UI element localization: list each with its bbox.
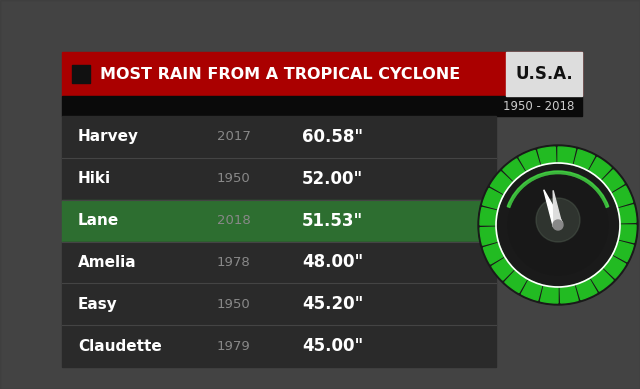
Bar [62,200,496,242]
Wedge shape [591,269,613,291]
Wedge shape [505,270,527,293]
Wedge shape [574,150,595,170]
Text: 1950: 1950 [217,298,251,311]
Text: 2018: 2018 [217,214,251,227]
Wedge shape [503,159,525,181]
Text: 48.00": 48.00" [302,253,364,272]
Bar [62,283,496,325]
Wedge shape [558,147,575,165]
Text: 45.00": 45.00" [302,337,364,355]
Text: 2017: 2017 [217,130,251,144]
Wedge shape [483,243,504,264]
Bar [62,52,582,96]
Circle shape [508,175,608,275]
Bar [62,116,496,158]
Wedge shape [480,227,498,245]
Text: 60.58": 60.58" [302,128,363,146]
Bar [72,65,90,83]
Text: Easy: Easy [78,297,118,312]
Text: 1978: 1978 [217,256,251,269]
Text: Harvey: Harvey [78,130,139,144]
Wedge shape [602,170,624,192]
Bar [62,325,496,367]
Wedge shape [589,158,611,180]
Text: MOST RAIN FROM A TROPICAL CYCLONE: MOST RAIN FROM A TROPICAL CYCLONE [100,67,460,82]
Wedge shape [612,186,632,207]
Circle shape [536,198,580,242]
Wedge shape [538,147,556,165]
Text: 1950 - 2018: 1950 - 2018 [502,100,574,112]
Circle shape [553,220,563,230]
Wedge shape [519,151,540,171]
Polygon shape [553,190,562,226]
Wedge shape [522,280,542,300]
Text: 52.00": 52.00" [302,170,364,188]
Text: 1950: 1950 [217,172,251,185]
Bar [62,242,496,283]
Wedge shape [618,205,636,223]
Bar [62,158,496,200]
Text: Hiki: Hiki [78,171,111,186]
Polygon shape [544,190,563,227]
Text: Lane: Lane [78,213,119,228]
Bar [506,52,582,96]
Wedge shape [576,279,597,300]
Text: 45.20": 45.20" [302,295,364,313]
Bar [62,96,582,116]
Wedge shape [618,225,636,243]
Text: U.S.A.: U.S.A. [515,65,573,83]
Text: 1979: 1979 [217,340,251,352]
Wedge shape [483,188,503,209]
Circle shape [478,145,638,305]
Text: 51.53": 51.53" [302,212,364,230]
Wedge shape [560,285,578,303]
Wedge shape [490,172,513,194]
Wedge shape [480,207,497,225]
Text: Claudette: Claudette [78,338,162,354]
Wedge shape [604,256,625,278]
Wedge shape [492,258,514,280]
Wedge shape [540,286,558,303]
Wedge shape [612,241,634,262]
Wedge shape [508,171,609,208]
Text: Amelia: Amelia [78,255,136,270]
